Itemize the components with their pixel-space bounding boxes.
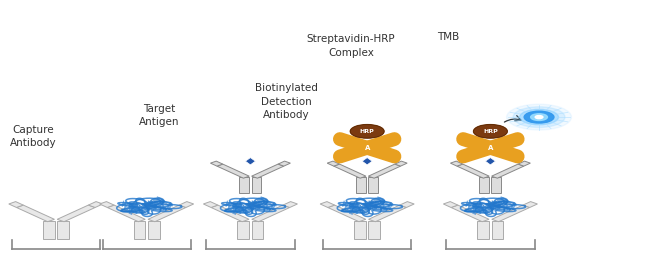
Circle shape (530, 114, 547, 120)
Text: TMB: TMB (437, 32, 460, 42)
Circle shape (519, 109, 558, 125)
Polygon shape (400, 202, 414, 207)
Polygon shape (211, 205, 249, 222)
Bar (369, 177, 378, 193)
Bar (369, 220, 380, 239)
Polygon shape (362, 158, 372, 165)
Bar (57, 220, 69, 239)
Polygon shape (457, 164, 489, 178)
Polygon shape (203, 202, 218, 207)
Polygon shape (246, 158, 255, 165)
Text: Capture
Antibody: Capture Antibody (10, 125, 57, 148)
Polygon shape (320, 202, 335, 207)
Polygon shape (443, 202, 458, 207)
Polygon shape (518, 161, 530, 166)
Text: A: A (488, 145, 493, 151)
Bar (491, 177, 501, 193)
Text: Target
Antigen: Target Antigen (139, 104, 180, 127)
Polygon shape (451, 205, 489, 222)
Polygon shape (211, 161, 223, 166)
Bar (479, 177, 489, 193)
Text: HRP: HRP (360, 129, 374, 134)
Polygon shape (395, 161, 407, 166)
Circle shape (513, 107, 565, 127)
Polygon shape (217, 164, 249, 178)
Circle shape (535, 115, 543, 119)
Bar (134, 220, 146, 239)
Polygon shape (369, 205, 406, 222)
Polygon shape (523, 202, 538, 207)
Bar (237, 220, 249, 239)
Bar (477, 220, 489, 239)
Bar (354, 220, 366, 239)
Polygon shape (179, 202, 194, 207)
Bar (252, 220, 263, 239)
Polygon shape (57, 205, 95, 222)
Polygon shape (327, 161, 339, 166)
Bar (43, 220, 55, 239)
Polygon shape (328, 205, 366, 222)
Polygon shape (88, 202, 103, 207)
Bar (356, 177, 366, 193)
Text: HRP: HRP (483, 129, 498, 134)
Polygon shape (16, 205, 55, 222)
Circle shape (506, 104, 571, 130)
Circle shape (350, 125, 384, 138)
Text: A: A (365, 145, 370, 151)
Polygon shape (252, 164, 284, 178)
Circle shape (474, 125, 507, 138)
Polygon shape (283, 202, 298, 207)
Polygon shape (450, 161, 463, 166)
Circle shape (524, 111, 554, 123)
Polygon shape (369, 164, 400, 178)
Bar (491, 220, 503, 239)
Polygon shape (486, 158, 495, 165)
Polygon shape (9, 202, 23, 207)
Text: Streptavidin-HRP
Complex: Streptavidin-HRP Complex (307, 34, 395, 57)
Polygon shape (99, 202, 114, 207)
Bar (252, 177, 261, 193)
Text: Biotinylated
Detection
Antibody: Biotinylated Detection Antibody (255, 83, 317, 120)
Polygon shape (278, 161, 291, 166)
Bar (239, 177, 250, 193)
Bar (148, 220, 160, 239)
Polygon shape (492, 205, 530, 222)
Polygon shape (333, 164, 366, 178)
Polygon shape (148, 205, 186, 222)
Polygon shape (252, 205, 290, 222)
Polygon shape (491, 164, 524, 178)
Polygon shape (107, 205, 145, 222)
